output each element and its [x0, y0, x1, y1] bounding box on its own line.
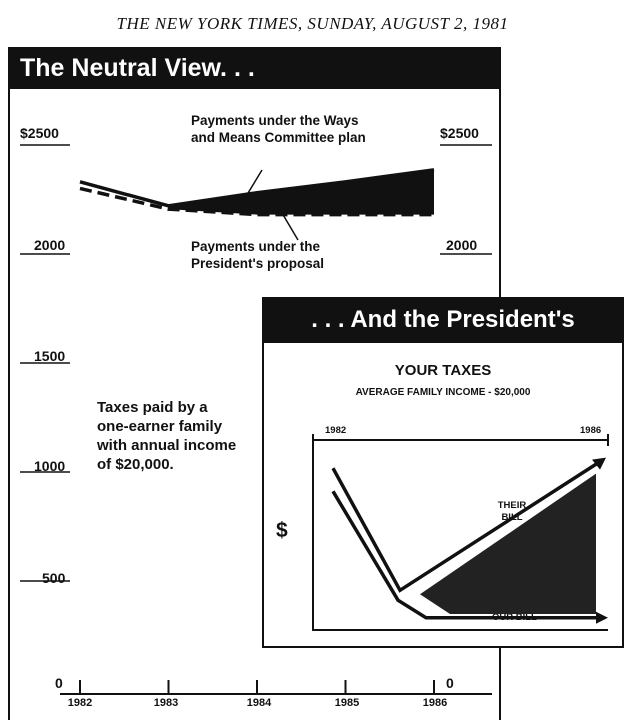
y-tick-2500-left: $2500 — [20, 125, 59, 141]
left-panel-title: The Neutral View. . . — [8, 47, 501, 89]
y-tick-1500-left: 1500 — [34, 348, 66, 364]
x-tick-1984: 1984 — [246, 697, 272, 709]
x-tick-1983: 1983 — [153, 697, 179, 709]
y-tick-1000-left: 1000 — [34, 458, 66, 474]
annotation-ways-means: Payments under the Ways and Means Commit… — [191, 113, 366, 145]
shaded-difference-area — [168, 169, 434, 215]
annotation-president: Payments under the President's proposal — [191, 239, 324, 271]
y-tick-0-left: 0 — [55, 675, 63, 691]
y-tick-0-right: 0 — [446, 675, 454, 691]
y-tick-500-left: 500 — [42, 570, 66, 586]
leader-line-ways-means — [244, 169, 263, 199]
their-bill-shaded-area — [420, 473, 596, 614]
y-tick-2000-right: 2000 — [446, 237, 478, 253]
our-bill-line — [331, 490, 600, 620]
right-chart-subtitle: AVERAGE FAMILY INCOME - $20,000 — [355, 387, 531, 398]
x-tick-1985: 1985 — [334, 697, 360, 709]
y-tick-2500-right: $2500 — [440, 125, 479, 141]
their-bill-line — [331, 460, 601, 593]
right-year-start: 1982 — [325, 425, 347, 436]
y-tick-2000-left: 2000 — [34, 237, 66, 253]
our-bill-arrowhead — [596, 611, 608, 624]
right-chart-title: YOUR TAXES — [394, 362, 492, 379]
x-tick-1986: 1986 — [422, 697, 448, 709]
masthead: THE NEW YORK TIMES, SUNDAY, AUGUST 2, 19… — [116, 14, 509, 33]
right-year-end: 1986 — [580, 425, 602, 436]
right-panel-title: . . . And the President's — [262, 297, 624, 343]
their-bill-arrowhead — [592, 457, 606, 470]
right-chart-frame — [312, 439, 608, 631]
dollar-axis-symbol: $ — [276, 519, 288, 542]
left-chart-note: Taxes paid by a one-earner family with a… — [97, 399, 237, 473]
series-line-president — [79, 186, 434, 217]
x-tick-1982: 1982 — [67, 697, 93, 709]
leader-line-president — [281, 212, 299, 241]
series-line-ways-means — [79, 168, 435, 208]
